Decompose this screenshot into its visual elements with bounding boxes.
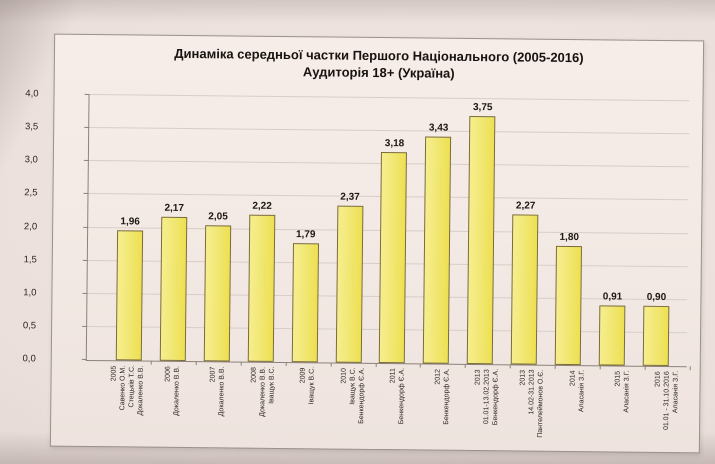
bar-column: 1,79 xyxy=(282,97,329,363)
y-axis-tick-label: 3,0 xyxy=(24,154,38,166)
bar-value-label: 3,43 xyxy=(428,122,449,134)
x-tick-label: 2013 14.02-31.2013 Пантелеймонов О.Є. xyxy=(519,369,545,438)
x-tick-label: 2009 Іващук В.С. xyxy=(299,367,316,405)
y-axis-tick xyxy=(83,193,89,195)
bar-value-label: 3,18 xyxy=(384,138,405,150)
x-tick-label: 2008 Докаленко В.В. Іващук В.С. xyxy=(250,366,276,417)
bar-2014-10 xyxy=(554,245,583,366)
y-axis-tick-label: 1,5 xyxy=(23,253,37,266)
x-tick-label: 2014 Аласанія З.Г. xyxy=(569,370,586,413)
y-axis-tick xyxy=(83,160,89,162)
x-tick-label: 2016 01.01 - 31.10.2016 Аласанія З.Г. xyxy=(654,370,680,430)
bar-column: 3,18 xyxy=(370,98,417,364)
bar-2013-8 xyxy=(467,115,496,365)
x-tick-slot: 2015 Аласанія З.Г. xyxy=(599,367,645,451)
y-axis-tick-label: 3,5 xyxy=(24,121,39,133)
bar-2009-4 xyxy=(291,243,319,363)
x-tick-label: 2006 Докаленко В.В. xyxy=(164,365,182,416)
y-axis-tick xyxy=(83,226,89,228)
bar-value-label: 3,75 xyxy=(472,101,493,113)
bar-column: 2,37 xyxy=(326,97,373,363)
bar-column: 2,05 xyxy=(195,96,242,362)
x-tick-label: 2010 Іващук В.С. Бенкендорф Є.А. xyxy=(340,367,366,425)
x-tick-label: 2012 Бенкендорф Є.А. xyxy=(434,368,451,426)
bar-2012-7 xyxy=(423,136,452,364)
x-tick-slot: 2011 Бенкендорф Є.А. xyxy=(374,365,420,449)
bar-column: 1,80 xyxy=(546,100,593,366)
y-axis-tick xyxy=(81,358,87,360)
bar-2013-9 xyxy=(510,214,539,365)
x-tick-slot: 2016 01.01 - 31.10.2016 Аласанія З.Г. xyxy=(644,368,690,452)
bar-2016-12 xyxy=(642,306,670,367)
x-tick-slot: 2008 Докаленко В.В. Іващук В.С. xyxy=(240,364,286,448)
bar-2011-6 xyxy=(379,152,408,364)
y-axis-tick xyxy=(82,292,88,294)
bar-column: 3,75 xyxy=(458,99,505,365)
bar-2015-11 xyxy=(598,305,626,366)
bar-2005-0 xyxy=(115,230,144,361)
y-axis-tick xyxy=(82,259,88,261)
bar-2010-5 xyxy=(335,205,363,363)
bar-value-label: 2,37 xyxy=(340,191,360,203)
bar-2006-1 xyxy=(159,216,188,362)
x-tick-slot: 2005 Савенко О.М. Стецьків Т.С. Докаленк… xyxy=(105,362,151,446)
y-axis-tick xyxy=(84,93,90,95)
bar-column: 0,91 xyxy=(590,100,637,366)
bar-value-label: 1,80 xyxy=(559,231,580,243)
bar-column: 2,17 xyxy=(151,96,198,362)
x-tick-label: 2013 01.01-13.02.2013 Бенкендорф Є.А. xyxy=(474,369,501,426)
x-tick-slot: 2010 Іващук В.С. Бенкендорф Є.А. xyxy=(329,365,375,449)
bar-2008-3 xyxy=(247,214,276,362)
bar-value-label: 2,05 xyxy=(208,211,228,223)
y-axis-tick-label: 2,5 xyxy=(24,187,38,199)
chart: Динаміка середньої частки Першого Націон… xyxy=(22,33,705,454)
bar-value-label: 1,96 xyxy=(120,216,140,228)
x-tick-slot: 2013 01.01-13.02.2013 Бенкендорф Є.А. xyxy=(464,366,510,450)
y-axis-tick-label: 4,0 xyxy=(25,88,39,100)
bar-value-label: 1,79 xyxy=(295,229,316,241)
x-axis-labels: 2005 Савенко О.М. Стецьків Т.С. Докаленк… xyxy=(105,362,690,452)
y-axis-tick-label: 0,5 xyxy=(22,320,37,332)
chart-title: Динаміка середньої частки Першого Націон… xyxy=(55,44,703,85)
bar-value-label: 2,17 xyxy=(164,203,185,215)
x-tick-slot: 2012 Бенкендорф Є.А. xyxy=(419,365,465,449)
bar-column: 2,27 xyxy=(502,99,549,365)
y-axis-tick xyxy=(82,325,88,327)
x-tick-slot: 2009 Іващук В.С. xyxy=(285,364,331,448)
bar-value-label: 2,27 xyxy=(515,200,536,212)
y-axis-labels: 4,0 3,5 3,0 2,5 2,0 1,5 1,0 0,5 0,0 xyxy=(4,88,47,364)
x-tick-slot: 2006 Докаленко В.В. xyxy=(150,363,196,447)
x-tick-slot: 2013 14.02-31.2013 Пантелеймонов О.Є. xyxy=(509,366,555,450)
y-axis-tick-label: 1,0 xyxy=(23,287,37,299)
bar-value-label: 2,22 xyxy=(252,200,272,212)
x-tick-slot: 2007 Докаленко В.В. xyxy=(195,363,241,447)
y-axis-tick xyxy=(84,127,90,129)
x-tick-label: 2007 Докаленко В.В. xyxy=(209,366,227,417)
x-tick-label: 2005 Савенко О.М. Стецьків Т.С. Докаленк… xyxy=(111,365,146,416)
x-tick-slot: 2014 Аласанія З.Г. xyxy=(554,367,600,451)
y-axis-tick-label: 2,0 xyxy=(23,220,38,232)
bar-column: 2,22 xyxy=(239,97,286,362)
bars-row: 1,96 2,17 2,05 2,22 1,79 2,37 3,18 3,43 3,75 2,27… xyxy=(107,95,681,367)
plot-area: 1,96 2,17 2,05 2,22 1,79 2,37 3,18 3,43 3,75 2,27… xyxy=(81,93,690,368)
bar-value-label: 0,91 xyxy=(602,291,623,303)
bar-column: 3,43 xyxy=(414,98,461,364)
y-axis-tick-label: 0,0 xyxy=(22,353,36,365)
bar-column: 1,96 xyxy=(107,95,154,361)
bar-value-label: 0,90 xyxy=(646,292,667,304)
bar-2007-2 xyxy=(203,225,231,362)
x-tick-label: 2011 Бенкендорф Є.А. xyxy=(389,368,406,425)
x-tick-label: 2015 Аласанія З.Г. xyxy=(614,370,631,413)
bar-column: 0,90 xyxy=(634,101,681,367)
